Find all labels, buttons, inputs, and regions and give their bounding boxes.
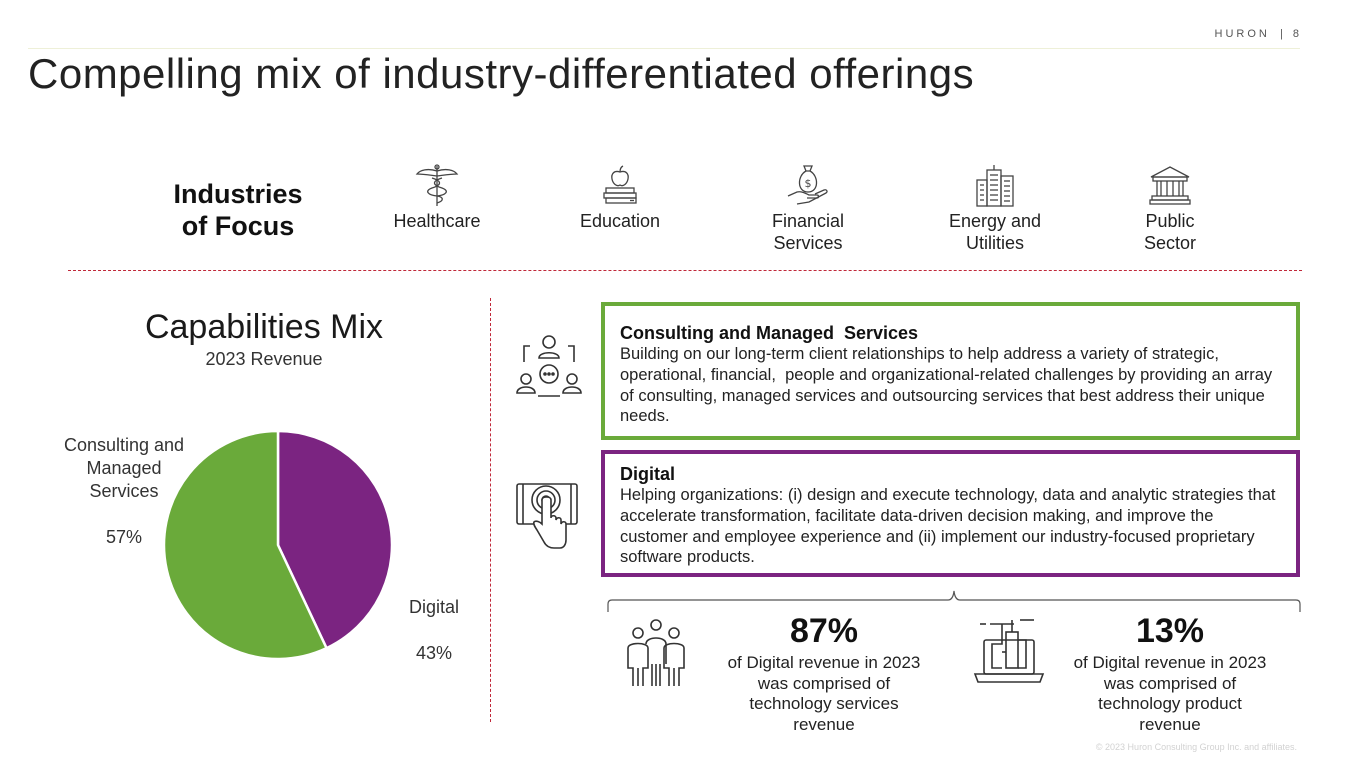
touch-screen-icon <box>516 483 578 549</box>
industry-label: Healthcare <box>393 211 481 231</box>
header-brand: HURON | 8 <box>1215 28 1299 40</box>
laptop-tech-icon <box>973 619 1045 683</box>
pie-slice-digital <box>276 429 394 650</box>
pie-label-consulting: Consulting and Managed Services 57% <box>44 411 204 549</box>
consulting-services-description: Building on our long-term client relatio… <box>620 345 1277 426</box>
pie-label-digital-name: Digital <box>408 597 460 617</box>
capabilities-pie-chart <box>162 429 394 661</box>
pie-label-consulting-value: 57% <box>105 527 143 547</box>
pie-label-digital: Digital 43% <box>394 573 474 665</box>
industry-financial-services: $ Financial Services <box>728 162 888 254</box>
capabilities-title: Capabilities Mix <box>144 308 384 346</box>
pie-label-consulting-name: Consulting and Managed Services <box>63 435 185 501</box>
industry-public-sector: Public Sector <box>1090 162 1250 254</box>
city-buildings-icon <box>976 165 1014 207</box>
brand-separator: | <box>1279 28 1283 40</box>
tech-product-percent: 13% <box>1135 612 1205 650</box>
brand-name: HURON <box>1214 28 1270 40</box>
pie-label-digital-value: 43% <box>415 643 453 663</box>
capabilities-subtitle: 2023 Revenue <box>205 349 323 369</box>
people-group-icon <box>627 619 685 686</box>
team-meeting-icon <box>516 335 582 397</box>
industry-healthcare: Healthcare <box>357 162 517 232</box>
industries-heading: Industries of Focus <box>150 178 326 242</box>
header-rule <box>28 48 1300 49</box>
pie-slice-consulting-and-managed-services <box>162 429 329 661</box>
books-apple-icon <box>603 165 637 204</box>
page-number: 8 <box>1292 28 1299 40</box>
tech-product-text: of Digital revenue in 2023 was comprised… <box>1073 653 1267 734</box>
industry-label: Financial Services <box>771 211 845 253</box>
industry-label: Energy and Utilities <box>948 211 1042 253</box>
digital-breakdown-bracket <box>607 590 1301 612</box>
industry-education: Education <box>540 162 700 232</box>
digital-services-title: Digital <box>620 464 676 484</box>
svg-text:$: $ <box>805 177 812 190</box>
digital-services-description: Helping organizations: (i) design and ex… <box>620 486 1276 567</box>
industry-label: Public Sector <box>1143 211 1197 253</box>
copyright: © 2023 Huron Consulting Group Inc. and a… <box>1095 742 1297 752</box>
industry-energy-utilities: Energy and Utilities <box>915 162 1075 254</box>
tech-services-percent: 87% <box>789 612 859 650</box>
section-divider-horizontal <box>68 270 1302 271</box>
consulting-services-title: Consulting and Managed Services <box>620 323 919 343</box>
slide-title: Compelling mix of industry-differentiate… <box>28 50 975 97</box>
digital-services-box: Digital Helping organizations: (i) desig… <box>601 450 1300 577</box>
caduceus-icon <box>415 164 459 206</box>
industry-label: Education <box>579 211 661 231</box>
money-bag-hand-icon: $ <box>787 165 828 205</box>
section-divider-vertical <box>490 298 491 722</box>
consulting-managed-services-box: Consulting and Managed Services Building… <box>601 302 1300 440</box>
tech-services-text: of Digital revenue in 2023 was comprised… <box>727 653 921 734</box>
government-building-icon <box>1149 166 1191 205</box>
industries-heading-text: Industries of Focus <box>173 179 303 241</box>
